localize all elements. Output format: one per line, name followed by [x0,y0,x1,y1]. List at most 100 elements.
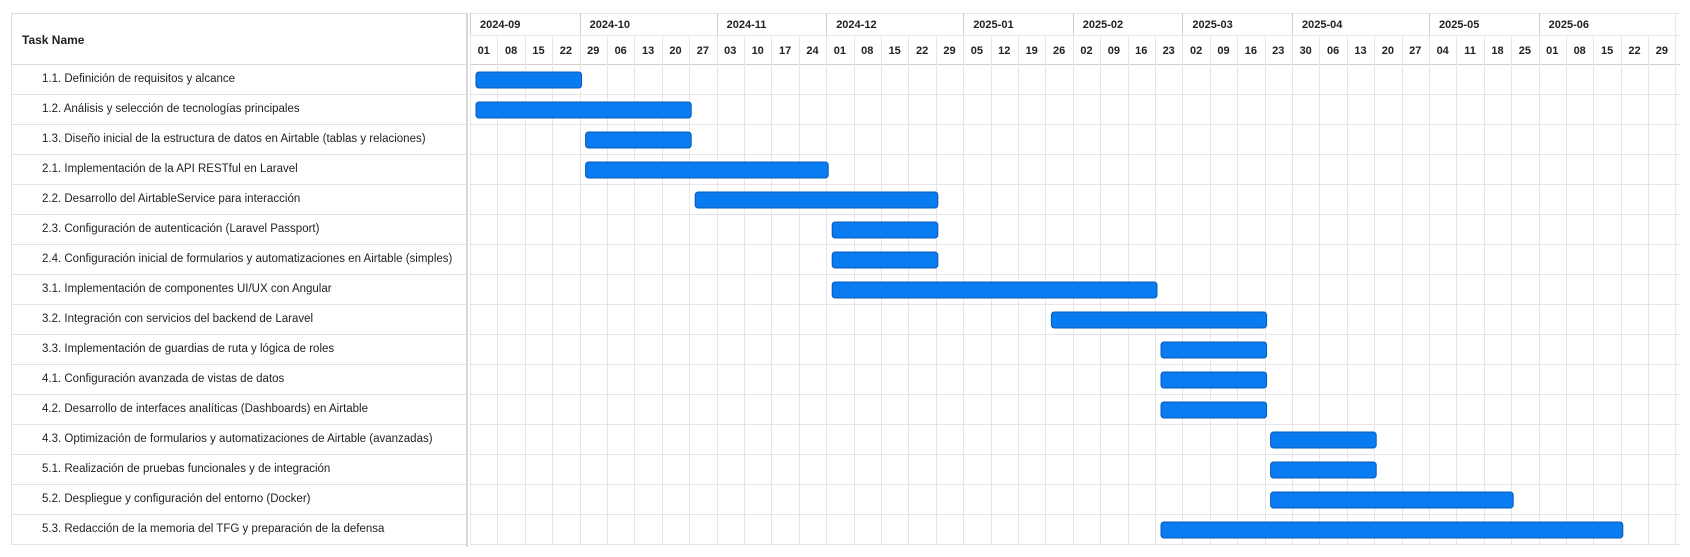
week-label: 17 [779,45,791,57]
week-label: 25 [1519,45,1531,57]
week-label: 22 [1628,45,1640,57]
task-name: 4.2. Desarrollo de interfaces analíticas… [42,403,369,415]
month-label: 2024-09 [480,19,520,31]
week-label: 01 [478,45,490,57]
task-row[interactable]: 3.2. Integración con servicios del backe… [11,305,467,335]
week-label: 06 [615,45,627,57]
task-row[interactable]: 3.1. Implementación de componentes UI/UX… [11,275,467,305]
week-label: 06 [1327,45,1339,57]
week-label: 15 [532,45,544,57]
task-bar[interactable] [1050,311,1268,329]
task-name: 5.2. Despliegue y configuración del ento… [42,493,311,505]
task-bar[interactable] [1160,521,1624,539]
task-name: 4.1. Configuración avanzada de vistas de… [42,373,285,385]
week-label: 27 [1409,45,1421,57]
month-label: 2025-05 [1439,19,1479,31]
week-label: 19 [1026,45,1038,57]
task-name: 2.4. Configuración inicial de formulario… [42,253,453,265]
week-label: 15 [1601,45,1613,57]
task-row[interactable]: 2.2. Desarrollo del AirtableService para… [11,185,467,215]
task-bar[interactable] [831,251,939,269]
month-label: 2024-10 [590,19,630,31]
week-label: 23 [1163,45,1175,57]
week-label: 13 [642,45,654,57]
week-label: 20 [669,45,681,57]
task-name-header[interactable]: Task Name [11,13,467,65]
timeline: 01 08 15 22 29 06 13 20 27 03 10 17 24 01 08 15 22 29 05 12… [470,13,1680,545]
task-bar[interactable] [1270,461,1377,479]
task-row[interactable]: 4.3. Optimización de formularios y autom… [11,425,467,455]
week-label: 09 [1217,45,1229,57]
week-label: 27 [697,45,709,57]
week-label: 29 [587,45,599,57]
task-name: 3.1. Implementación de componentes UI/UX… [42,283,332,295]
task-row[interactable]: 5.1. Realización de pruebas funcionales … [11,455,467,485]
week-label: 22 [916,45,928,57]
task-name: 1.1. Definición de requisitos y alcance [42,73,236,85]
task-name: 2.2. Desarrollo del AirtableService para… [42,193,301,205]
task-name: 2.3. Configuración de autenticación (Lar… [42,223,320,235]
week-label: 16 [1245,45,1257,57]
week-label: 11 [1464,45,1476,57]
task-bar[interactable] [1160,341,1268,359]
task-row[interactable]: 2.3. Configuración de autenticación (Lar… [11,215,467,245]
task-bar[interactable] [1160,371,1268,389]
week-label: 09 [1108,45,1120,57]
week-label: 01 [834,45,846,57]
task-name-header-label: Task Name [22,33,85,47]
task-bar[interactable] [1270,491,1514,509]
task-row[interactable]: 1.3. Diseño inicial de la estructura de … [11,125,467,155]
task-name: 5.1. Realización de pruebas funcionales … [42,463,331,475]
week-label: 15 [889,45,901,57]
month-label: 2025-02 [1083,19,1123,31]
week-label: 20 [1382,45,1394,57]
week-label: 10 [752,45,764,57]
task-bar[interactable] [475,71,583,89]
week-label: 05 [971,45,983,57]
task-bar[interactable] [1160,401,1268,419]
task-name: 3.2. Integración con servicios del backe… [42,313,314,325]
task-name: 2.1. Implementación de la API RESTful en… [42,163,298,175]
task-bar[interactable] [831,281,1158,299]
task-row[interactable]: 1.1. Definición de requisitos y alcance [11,65,467,95]
task-bar[interactable] [1270,431,1377,449]
week-label: 24 [806,45,819,57]
task-name: 5.3. Redacción de la memoria del TFG y p… [42,523,385,535]
week-label: 22 [560,45,572,57]
task-name: 1.3. Diseño inicial de la estructura de … [42,133,426,145]
week-label: 01 [1546,45,1558,57]
task-bar[interactable] [585,131,692,149]
task-row[interactable]: 2.1. Implementación de la API RESTful en… [11,155,467,185]
task-row[interactable]: 3.3. Implementación de guardias de ruta … [11,335,467,365]
task-bar[interactable] [475,101,692,119]
month-label: 2024-11 [727,19,767,31]
task-row[interactable]: 4.2. Desarrollo de interfaces analíticas… [11,395,467,425]
week-label: 29 [1656,45,1668,57]
task-bar[interactable] [831,221,939,239]
week-label: 04 [1437,45,1450,57]
task-row[interactable]: 2.4. Configuración inicial de formulario… [11,245,467,275]
pane-divider[interactable] [466,13,468,547]
task-name: 3.3. Implementación de guardias de ruta … [42,343,335,355]
task-row[interactable]: 1.2. Análisis y selección de tecnologías… [11,95,467,125]
week-label: 16 [1135,45,1147,57]
task-bar[interactable] [694,191,939,209]
task-bar[interactable] [585,161,829,179]
week-label: 30 [1300,45,1312,57]
week-label: 18 [1491,45,1503,57]
week-label: 13 [1354,45,1366,57]
week-label: 29 [943,45,955,57]
month-label: 2025-04 [1302,19,1343,31]
task-row[interactable]: 4.1. Configuración avanzada de vistas de… [11,365,467,395]
task-list: 1.1. Definición de requisitos y alcance 1… [11,65,467,545]
week-label: 08 [861,45,873,57]
week-label: 23 [1272,45,1284,57]
month-label: 2024-12 [836,19,876,31]
task-name: 4.3. Optimización de formularios y autom… [42,433,433,445]
month-label: 2025-06 [1549,19,1589,31]
task-row[interactable]: 5.3. Redacción de la memoria del TFG y p… [11,515,467,545]
month-label: 2025-03 [1192,19,1232,31]
week-label: 08 [505,45,517,57]
task-row[interactable]: 5.2. Despliegue y configuración del ento… [11,485,467,515]
